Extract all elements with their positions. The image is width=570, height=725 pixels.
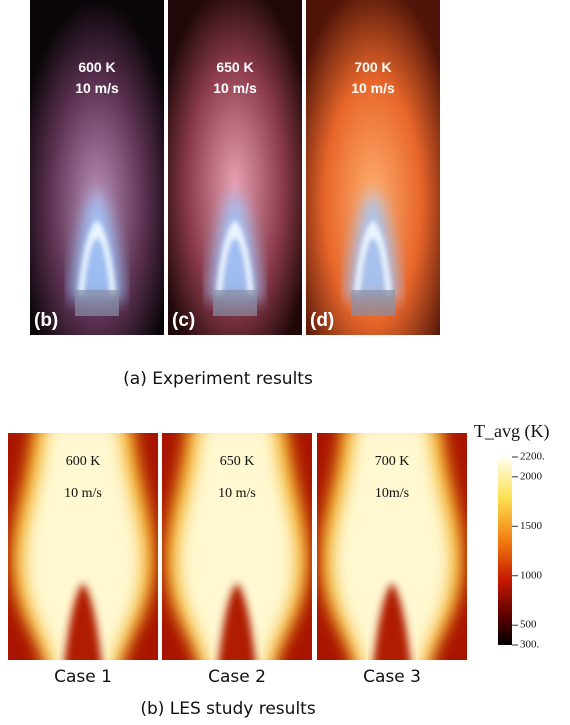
condition-label: 700 K [354,59,391,75]
burner [351,290,395,316]
condition-label: 10 m/s [213,80,257,96]
case-label: Case 3 [363,667,421,687]
caption: (b) LES study results [140,699,316,719]
page: 600 K 10 m/s (b) 650 K 10 m/s (c) 700 K 10 m/s (… [0,0,570,725]
case-label: Case 2 [208,667,266,687]
les-panel: 650 K 10 m/s [162,423,312,673]
photo-panel: 650 K 10 m/s (c) [168,0,302,335]
condition-label: 600 K [66,454,101,469]
caption: (a) Experiment results [123,369,313,389]
figure: 600 K 10 m/s (b) 650 K 10 m/s (c) 700 K 10 m/s (… [0,0,570,725]
panel-label: (c) [172,310,195,331]
colorbar-title: T_avg (K) [474,421,549,442]
panel-label: (d) [310,310,334,331]
condition-label: 10 m/s [64,486,102,501]
tick-label: 2200. [520,451,545,463]
experiment-panels: 600 K 10 m/s (b) 650 K 10 m/s (c) 700 K 10 m/s (… [30,0,440,335]
les-panel: 600 K 10 m/s [8,423,158,673]
condition-label: 650 K [220,454,255,469]
condition-label: 650 K [216,59,253,75]
condition-label: 10m/s [375,486,409,501]
colorbar [498,457,512,645]
burner [213,290,257,316]
condition-label: 700 K [375,454,410,469]
tick-label: 300. [520,639,540,651]
colorbar-ticks: 2200. 2000 1500 1000 500 300. [512,451,545,651]
panel-label: (b) [34,310,58,331]
tick-label: 1000 [520,569,543,581]
burner [75,290,119,316]
condition-label: 10 m/s [218,486,256,501]
photo-panel: 600 K 10 m/s (b) [30,0,164,335]
condition-label: 10 m/s [351,80,395,96]
les-panel: 700 K 10m/s [317,423,467,673]
les-panels: 600 K 10 m/s 650 K 10 m/s 700 K 10m/s [8,423,467,673]
condition-label: 10 m/s [75,80,119,96]
tick-label: 500 [520,619,537,631]
condition-label: 600 K [78,59,115,75]
tick-label: 1500 [520,520,543,532]
tick-label: 2000 [520,470,543,482]
case-label: Case 1 [54,667,112,687]
photo-panel: 700 K 10 m/s (d) [306,0,440,335]
